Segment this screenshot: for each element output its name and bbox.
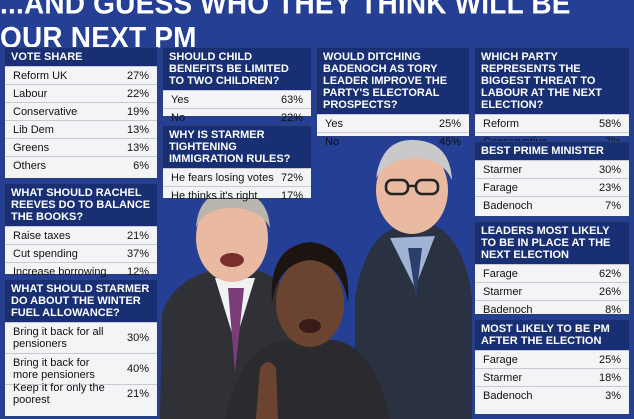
fuel-title: WHAT SHOULD STARMER DO ABOUT THE WINTER … xyxy=(5,280,157,322)
badenoch-panel: WOULD DITCHING BADENOCH AS TORY LEADER I… xyxy=(316,47,470,148)
reeves-panel: WHAT SHOULD RACHEL REEVES DO TO BALANCE … xyxy=(4,183,158,278)
table-row: He thinks it's right 17% xyxy=(163,186,311,204)
vote-share-panel: VOTE SHARE Reform UK 27% Labour 22% Conser… xyxy=(4,47,158,179)
threat-panel: WHICH PARTY REPRESENTS THE BIGGEST THREA… xyxy=(474,47,630,148)
table-row: Bring it back for all pensioners 30% xyxy=(5,322,157,353)
table-row: Farage 25% xyxy=(475,350,629,368)
table-row: Cut spending 37% xyxy=(5,244,157,262)
table-row: Yes 63% xyxy=(163,90,311,108)
table-row: Badenoch 7% xyxy=(475,196,629,214)
table-row: Starmer 18% xyxy=(475,368,629,386)
immigration-panel: WHY IS STARMER TIGHTENING IMMIGRATION RU… xyxy=(162,125,312,202)
immigration-title: WHY IS STARMER TIGHTENING IMMIGRATION RU… xyxy=(163,126,311,168)
child-benefits-panel: SHOULD CHILD BENEFITS BE LIMITED TO TWO … xyxy=(162,47,312,124)
leaders-in-place-panel: LEADERS MOST LIKELY TO BE IN PLACE AT TH… xyxy=(474,221,630,318)
table-row: Raise taxes 21% xyxy=(5,226,157,244)
badenoch-portrait xyxy=(225,242,390,419)
best-pm-panel: BEST PRIME MINISTER Starmer 30% Farage 23%… xyxy=(474,141,630,217)
table-row: Badenoch 8% xyxy=(475,300,629,318)
table-row: Keep it for only the poorest 21% xyxy=(5,382,157,406)
table-row: Starmer 26% xyxy=(475,282,629,300)
table-row: Yes 25% xyxy=(317,114,469,132)
table-row: Farage 23% xyxy=(475,178,629,196)
threat-title: WHICH PARTY REPRESENTS THE BIGGEST THREA… xyxy=(475,48,629,114)
next-pm-title: MOST LIKELY TO BE PM AFTER THE ELECTION xyxy=(475,320,629,350)
table-row: Bring it back for more pensioners 40% xyxy=(5,353,157,384)
table-row: He fears losing votes 72% xyxy=(163,168,311,186)
table-row: Others 6% xyxy=(5,156,157,174)
child-benefits-title: SHOULD CHILD BENEFITS BE LIMITED TO TWO … xyxy=(163,48,311,90)
headline: ...AND GUESS WHO THEY THINK WILL BE OUR … xyxy=(0,0,571,54)
table-row: No 22% xyxy=(163,108,311,126)
leaders-in-place-title: LEADERS MOST LIKELY TO BE IN PLACE AT TH… xyxy=(475,222,629,264)
table-row: Lib Dem 13% xyxy=(5,120,157,138)
badenoch-title: WOULD DITCHING BADENOCH AS TORY LEADER I… xyxy=(317,48,469,114)
table-row: Conservative 19% xyxy=(5,102,157,120)
next-pm-panel: MOST LIKELY TO BE PM AFTER THE ELECTION … xyxy=(474,319,630,415)
table-row: Reform UK 27% xyxy=(5,66,157,84)
table-row: Starmer 30% xyxy=(475,160,629,178)
fuel-panel: WHAT SHOULD STARMER DO ABOUT THE WINTER … xyxy=(4,279,158,417)
reeves-title: WHAT SHOULD RACHEL REEVES DO TO BALANCE … xyxy=(5,184,157,226)
table-row: No 45% xyxy=(317,132,469,150)
table-row: Labour 22% xyxy=(5,84,157,102)
table-row: Badenoch 3% xyxy=(475,386,629,404)
vote-share-title: VOTE SHARE xyxy=(5,48,157,66)
table-row: Increase borrowing 12% xyxy=(5,262,157,280)
starmer-portrait xyxy=(355,139,472,419)
table-row: Farage 62% xyxy=(475,264,629,282)
politicians-photo xyxy=(160,139,472,419)
table-row: Greens 13% xyxy=(5,138,157,156)
best-pm-title: BEST PRIME MINISTER xyxy=(475,142,629,160)
table-row: Reform 58% xyxy=(475,114,629,132)
